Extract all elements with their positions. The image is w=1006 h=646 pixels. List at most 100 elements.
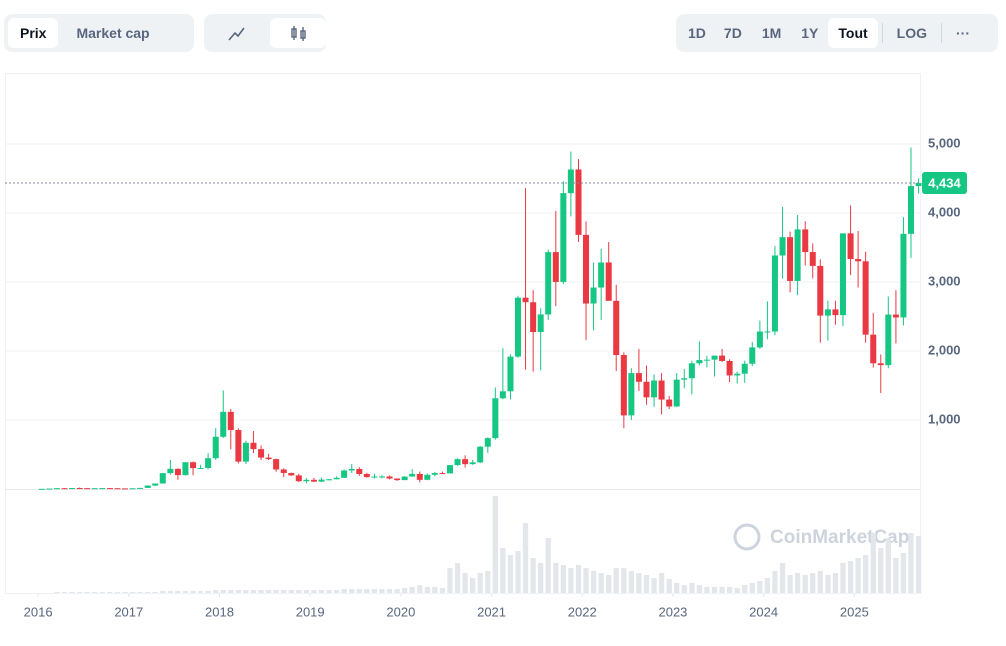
volume-bar <box>696 585 703 593</box>
volume-bar <box>175 591 181 593</box>
volume-bar <box>122 592 128 593</box>
y-tick-label: 1,000 <box>928 411 961 426</box>
candle-body <box>726 360 733 376</box>
more[interactable]: ··· <box>956 25 971 41</box>
candle-body <box>205 458 212 468</box>
candle-body <box>446 465 453 474</box>
range[interactable]: 1D <box>688 25 706 41</box>
volume-bar <box>190 591 196 593</box>
volume-bar <box>560 565 566 593</box>
volume-bar <box>613 568 619 593</box>
volume-bar <box>606 575 612 593</box>
volume-bar <box>371 589 378 593</box>
volume-bar <box>666 579 672 593</box>
volume-bar <box>651 578 657 593</box>
candle-body <box>809 252 816 266</box>
candle-icon[interactable] <box>270 18 326 48</box>
volume-bar <box>333 590 340 593</box>
volume-bar <box>129 592 136 593</box>
volume-bar <box>84 592 90 593</box>
volume-bar <box>213 590 219 593</box>
volume-bar <box>69 592 75 593</box>
candle-body <box>537 314 544 333</box>
volume-bar <box>409 587 415 593</box>
candle-body <box>794 229 801 281</box>
volume-bar <box>704 587 710 593</box>
candle-body <box>439 473 446 475</box>
candle-body <box>552 252 559 282</box>
candle-body <box>779 237 786 256</box>
candle-body <box>159 473 166 484</box>
last-price-label: 4,434 <box>928 175 961 190</box>
volume-bar <box>394 589 400 593</box>
candle-body <box>431 473 438 475</box>
candle-body <box>54 488 61 490</box>
range[interactable]: 7D <box>723 25 742 41</box>
volume-bar <box>386 589 393 593</box>
volume-bar <box>749 583 755 593</box>
candle-body <box>167 468 174 474</box>
candle-body <box>152 483 159 486</box>
candle-body <box>620 355 627 416</box>
log-toggle[interactable]: LOG <box>896 25 928 41</box>
candle-body <box>666 399 673 407</box>
candle-body <box>824 309 831 316</box>
plot-frame <box>5 73 921 594</box>
volume-bar <box>303 590 310 593</box>
volume-bar <box>885 538 891 593</box>
candle-body <box>91 488 98 490</box>
candle-body <box>590 287 597 304</box>
candle-body <box>137 487 144 489</box>
volume-bar <box>454 563 461 593</box>
x-tick-label: 2023 <box>658 604 687 619</box>
volume-bar <box>817 571 823 593</box>
candle-body <box>363 473 370 478</box>
volume-bar <box>787 575 793 593</box>
volume-bar <box>258 590 264 593</box>
range[interactable]: 1Y <box>801 25 819 41</box>
candle-body <box>227 411 234 431</box>
candle-body <box>76 488 83 490</box>
volume-bar <box>636 573 642 593</box>
candle-body <box>174 468 181 476</box>
volume-bar <box>825 575 831 593</box>
tab[interactable]: Market cap <box>76 25 150 41</box>
candle-body <box>99 488 106 490</box>
volume-bar <box>530 558 536 593</box>
candle-body <box>885 314 892 366</box>
volume-bar <box>364 589 370 593</box>
volume-bar <box>915 536 922 593</box>
candle-body <box>900 233 907 318</box>
candle-body <box>877 363 884 366</box>
candle-body <box>651 380 658 398</box>
volume-bar <box>439 588 446 593</box>
candle-body <box>190 462 197 469</box>
candle-body <box>892 314 899 318</box>
candle-body <box>764 331 771 333</box>
candle-body <box>862 261 869 335</box>
candle-body <box>220 411 227 437</box>
candle-body <box>741 363 748 374</box>
volume-bar <box>228 590 234 593</box>
volume-bar <box>689 583 695 593</box>
volume-bar <box>54 592 60 593</box>
x-tick-label: 2024 <box>749 604 778 619</box>
range[interactable]: 1M <box>761 25 782 41</box>
volume-bar <box>402 588 408 593</box>
tab[interactable]: Prix <box>8 18 59 48</box>
candle-body <box>462 459 469 465</box>
volume-bar <box>878 548 884 593</box>
volume-bar <box>681 585 687 593</box>
candle-body <box>522 297 529 303</box>
candle-body <box>182 462 189 476</box>
candle-body <box>802 229 809 253</box>
line-icon[interactable] <box>208 18 264 48</box>
volume-bar <box>522 523 529 593</box>
range[interactable]: Tout <box>828 18 878 48</box>
candle-body <box>46 488 53 490</box>
divider <box>881 23 883 43</box>
candle-body <box>258 449 265 458</box>
candle-body <box>787 237 794 281</box>
candle-body <box>38 488 45 490</box>
candle-body <box>235 430 242 462</box>
